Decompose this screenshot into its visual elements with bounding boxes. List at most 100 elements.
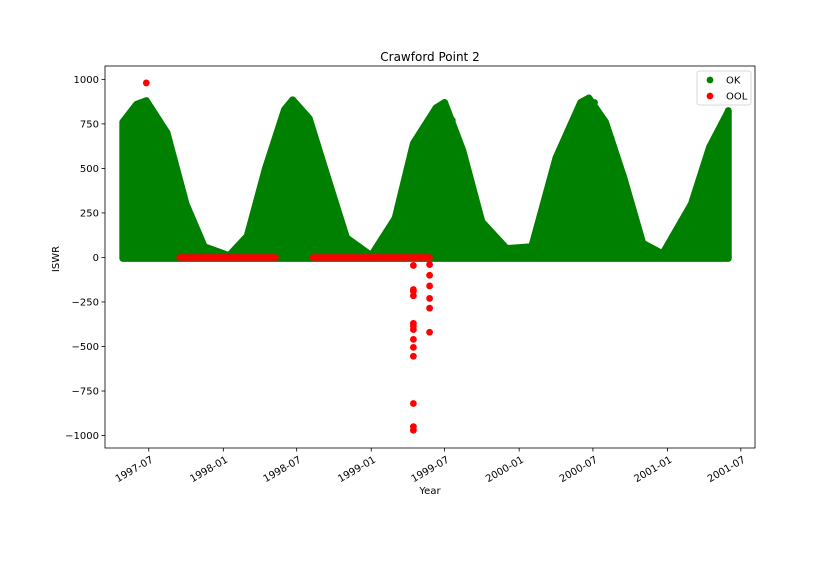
ok-point <box>314 141 321 148</box>
legend-marker-ool <box>706 92 714 100</box>
ok-point <box>319 162 327 169</box>
ok-point <box>277 132 285 140</box>
ool-point <box>426 271 433 279</box>
ool-point <box>409 343 417 351</box>
ok-point <box>441 99 448 106</box>
ok-point <box>564 138 571 145</box>
ok-point <box>306 115 313 123</box>
legend: OK OOL <box>696 70 752 106</box>
ok-point <box>708 152 716 160</box>
legend-label-ool: OOL <box>726 92 748 103</box>
ok-point <box>210 247 217 255</box>
ool-point <box>426 282 433 290</box>
ok-point <box>721 116 728 123</box>
ok-point <box>360 247 367 254</box>
ok-point <box>164 133 171 140</box>
ok-point <box>153 114 161 122</box>
chart-title: Crawford Point 2 <box>380 50 479 64</box>
ok-point <box>293 101 300 108</box>
ok-point <box>612 158 619 165</box>
ok-point <box>275 140 282 147</box>
ool-point <box>426 295 433 302</box>
y-tick-label: 0 <box>93 253 99 264</box>
ok-point <box>701 170 708 177</box>
x-axis-label: Year <box>418 486 441 497</box>
ok-point <box>595 114 602 121</box>
ok-point <box>299 115 306 122</box>
ok-point <box>170 158 178 165</box>
ok-point <box>686 208 693 216</box>
y-tick-label: 250 <box>80 208 99 219</box>
ool-point <box>409 426 417 434</box>
ok-point <box>540 205 547 213</box>
ok-point <box>172 166 179 173</box>
ok-point <box>259 181 267 188</box>
ok-point <box>616 164 623 171</box>
ok-point <box>263 172 270 179</box>
ok-point <box>252 207 259 214</box>
plot-layer <box>119 79 732 434</box>
ok-point <box>693 192 700 200</box>
ool-point <box>426 328 433 336</box>
ok-point <box>652 247 659 254</box>
ok-point <box>630 208 637 215</box>
ool-point <box>426 304 433 312</box>
ok-point <box>318 156 325 164</box>
ok-point <box>322 171 329 179</box>
ok-point <box>563 143 571 150</box>
ok-point <box>137 101 144 109</box>
ok-point <box>266 163 273 170</box>
ok-point <box>395 206 402 213</box>
y-tick-label: −1000 <box>65 431 99 442</box>
y-tick-label: 1000 <box>74 75 99 86</box>
ok-point <box>142 97 150 105</box>
series-ool-points <box>142 79 433 434</box>
legend-marker-ok <box>706 76 714 84</box>
ok-point <box>271 147 278 155</box>
ok-point <box>300 110 307 117</box>
ok-point <box>591 99 598 106</box>
y-tick-label: −500 <box>72 342 99 353</box>
legend-label-ok: OK <box>726 76 741 87</box>
ok-point <box>724 107 732 114</box>
ok-point <box>725 120 732 127</box>
ool-point <box>409 400 417 407</box>
y-tick-label: −750 <box>72 387 99 398</box>
ok-point <box>585 94 593 102</box>
ok-point <box>304 125 311 132</box>
ok-point <box>453 133 460 140</box>
series-ok-scatter-points <box>119 94 732 255</box>
ok-point <box>250 212 257 220</box>
ok-point <box>329 192 336 199</box>
ool-point <box>142 79 150 87</box>
ok-point <box>168 150 175 157</box>
ok-point <box>283 121 290 128</box>
ool-point <box>409 292 417 300</box>
ok-point <box>545 189 552 196</box>
ok-point <box>159 123 166 130</box>
ok-point <box>464 168 472 175</box>
ok-point <box>619 171 627 179</box>
plot-frame <box>104 65 756 449</box>
ok-point <box>558 148 566 156</box>
ok-point <box>462 158 469 165</box>
ool-point <box>409 352 417 360</box>
ok-point <box>396 197 404 205</box>
ool-point <box>409 262 417 269</box>
ok-point <box>443 105 450 112</box>
ool-point <box>409 326 417 333</box>
ok-point <box>327 185 334 192</box>
ok-point <box>289 96 297 104</box>
ok-point <box>400 185 408 193</box>
ok-point <box>607 134 615 142</box>
ok-point <box>532 232 539 239</box>
ok-point <box>120 132 127 140</box>
ok-point <box>254 198 262 206</box>
ok-point <box>405 169 413 176</box>
ok-point <box>180 193 187 201</box>
y-axis-label: ISWR <box>51 246 62 272</box>
ok-point <box>549 173 557 180</box>
ok-point <box>469 186 477 193</box>
ok-point <box>403 177 410 184</box>
